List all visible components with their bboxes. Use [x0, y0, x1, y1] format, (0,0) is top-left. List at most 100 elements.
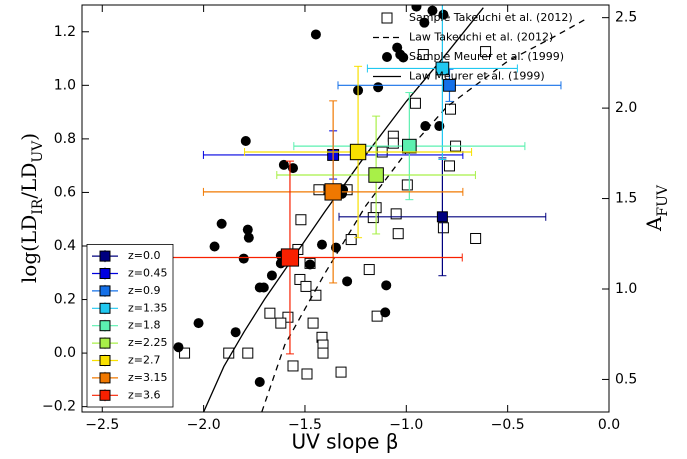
- legend-marker: [382, 52, 392, 62]
- z-point: [435, 61, 450, 76]
- legend-marker: [99, 320, 111, 332]
- legend-label: z=0.45: [128, 267, 167, 280]
- meurer-point: [266, 270, 277, 281]
- meurer-point: [254, 377, 265, 388]
- meurer-point: [310, 29, 321, 40]
- takeuchi-point: [242, 347, 254, 359]
- takeuchi-point: [310, 289, 322, 301]
- y2-tick-label: 0.5: [615, 371, 637, 387]
- z-point: [436, 211, 448, 223]
- meurer-point: [330, 242, 341, 253]
- takeuchi-point: [317, 347, 329, 359]
- data-layer: [117, 5, 585, 412]
- y-tick-label: 0.8: [54, 131, 76, 147]
- y-axis-label: log(LDIR/LDUV): [17, 133, 47, 283]
- meurer-point: [193, 318, 204, 329]
- takeuchi-point: [282, 311, 294, 323]
- takeuchi-point: [437, 222, 449, 234]
- legend-label: z=3.15: [128, 371, 167, 384]
- takeuchi-point: [275, 317, 287, 329]
- y2-axis-label: AFUV: [642, 184, 672, 232]
- y-tick-label: 1.0: [54, 77, 76, 93]
- takeuchi-point: [417, 49, 429, 61]
- legend-label: z=2.25: [128, 336, 167, 349]
- legend-marker: [99, 250, 111, 262]
- x-axis-label: UV slope β: [291, 430, 398, 454]
- meurer-point: [209, 241, 220, 252]
- label-part: A: [642, 216, 666, 232]
- meurer-point: [342, 276, 353, 287]
- takeuchi-point: [295, 214, 307, 226]
- meurer-point: [411, 5, 422, 12]
- takeuchi-point: [409, 97, 421, 109]
- z-point: [280, 248, 300, 267]
- meurer-point: [240, 136, 251, 147]
- legend-label: Law Meurer et al. (1999): [409, 70, 545, 83]
- meurer-point: [173, 342, 184, 353]
- legend-marker: [99, 355, 111, 366]
- legend-marker: [99, 285, 111, 297]
- takeuchi-point: [363, 264, 375, 276]
- y2-tick-label: 2.5: [615, 10, 637, 26]
- legend-label: z=3.6: [128, 388, 160, 401]
- meurer-point: [438, 9, 449, 20]
- y-tick-label: −0.2: [42, 399, 76, 415]
- y2-tick-label: 2.0: [615, 100, 637, 116]
- legend-marker: [99, 337, 111, 349]
- y-tick-label: 0.2: [54, 292, 76, 308]
- legend-label: z=0.0: [128, 249, 160, 262]
- takeuchi-point: [294, 273, 306, 285]
- legend-marker: [99, 389, 111, 401]
- takeuchi-point: [387, 137, 399, 149]
- takeuchi-point: [264, 307, 276, 319]
- takeuchi-point: [401, 179, 413, 191]
- meurer-point: [398, 52, 409, 63]
- plot-frame: [81, 4, 610, 413]
- takeuchi-point: [392, 228, 404, 240]
- takeuchi-point: [480, 46, 492, 58]
- meurer-point: [230, 327, 241, 338]
- x-tick-label: 0.0: [598, 417, 620, 433]
- label-part: FUV: [655, 184, 671, 217]
- meurer-point: [381, 280, 392, 291]
- takeuchi-point: [335, 366, 347, 378]
- x-tick-label: −1.5: [288, 417, 322, 433]
- meurer-point: [316, 239, 327, 250]
- legend-label: Sample Meurer et al. (1999): [409, 50, 564, 63]
- law-line: [203, 7, 484, 412]
- takeuchi-point: [345, 234, 357, 246]
- legend-label: Law Takeuchi et al. (2012): [409, 31, 553, 44]
- meurer-point: [238, 253, 249, 264]
- z-point: [443, 78, 456, 92]
- takeuchi-point: [470, 232, 482, 244]
- takeuchi-point: [300, 280, 312, 292]
- legend-marker: [381, 12, 393, 24]
- legend-marker: [99, 302, 111, 314]
- takeuchi-point: [390, 208, 402, 220]
- label-part: UV: [30, 140, 46, 163]
- takeuchi-point: [443, 160, 455, 172]
- y-tick-label: 0.0: [54, 345, 76, 361]
- legend-label: z=0.9: [128, 284, 160, 297]
- takeuchi-point: [444, 103, 456, 115]
- meurer-point: [373, 82, 384, 93]
- label-part: ): [17, 133, 41, 141]
- meurer-point: [420, 121, 431, 132]
- meurer-point: [216, 218, 227, 229]
- meurer-point: [419, 17, 430, 28]
- label-part: log(LD: [17, 215, 41, 283]
- y-tick-label: 1.2: [54, 24, 76, 40]
- x-tick-label: −0.5: [491, 417, 525, 433]
- takeuchi-point: [367, 212, 379, 224]
- legend-marker: [99, 268, 111, 279]
- meurer-point: [427, 5, 438, 16]
- z-point: [349, 143, 367, 161]
- legend-label: z=1.8: [128, 319, 160, 332]
- legend-label: z=2.7: [128, 354, 160, 367]
- meurer-point: [380, 307, 391, 318]
- meurer-point: [242, 224, 253, 235]
- legend-marker: [99, 372, 111, 384]
- legend-label: z=1.35: [128, 301, 167, 314]
